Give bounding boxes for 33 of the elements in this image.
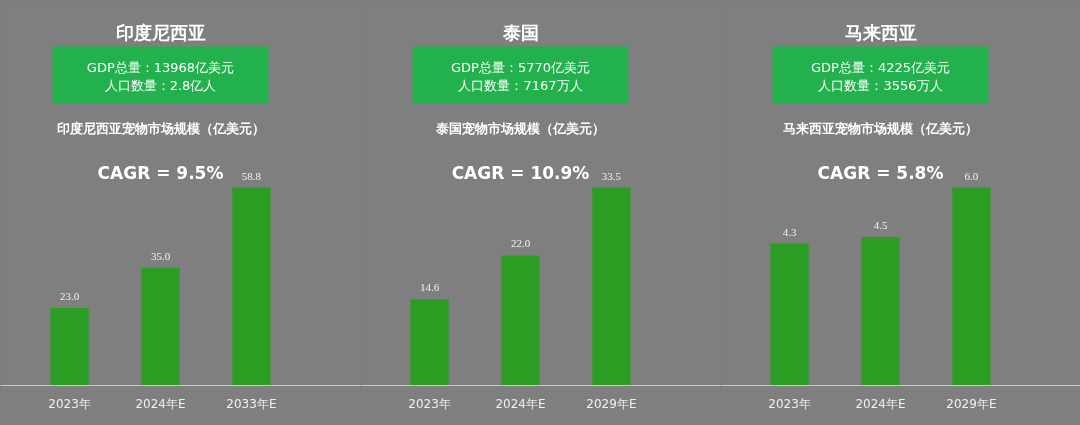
text: CAGR = 5.8% xyxy=(817,162,944,183)
text: 人口数量：7167万人 xyxy=(458,78,583,93)
chart-title: 印度尼西亚 xyxy=(115,22,206,43)
data-label: 14.6 xyxy=(419,281,440,294)
data-label: 35.0 xyxy=(150,249,171,262)
data-label: 6.0 xyxy=(964,169,979,182)
data-label: 22.0 xyxy=(510,237,531,250)
data-label: 4.5 xyxy=(873,219,888,231)
x-tick-label: 2023年 xyxy=(768,396,811,411)
x-tick-label: 2029年E xyxy=(946,396,997,411)
text: CAGR = 10.9% xyxy=(451,162,590,183)
text: CAGR = 9.5% xyxy=(97,162,224,183)
x-tick-label: 2024年E xyxy=(855,396,906,411)
data-label: 58.8 xyxy=(241,169,262,182)
text: GDP总量：13968亿美元 xyxy=(86,60,235,75)
x-tick-label: 2023年 xyxy=(48,396,91,411)
chart-subtitle: 马来西亚宠物市场规模（亿美元） xyxy=(783,121,978,136)
x-tick-label: 2029年E xyxy=(586,396,637,411)
text: GDP总量：4225亿美元 xyxy=(811,60,951,75)
x-tick-label: 2023年 xyxy=(408,396,451,411)
data-label: 23.0 xyxy=(59,290,80,303)
text: 人口数量：3556万人 xyxy=(818,78,943,93)
x-tick-label: 2033年E xyxy=(226,396,277,411)
text: GDP总量：5770亿美元 xyxy=(451,60,591,75)
data-label: 33.5 xyxy=(601,169,622,182)
data-label: 4.3 xyxy=(782,225,797,238)
chart-subtitle: 印度尼西亚宠物市场规模（亿美元） xyxy=(56,121,265,136)
x-tick-label: 2024年E xyxy=(495,396,546,411)
x-tick-label: 2024年E xyxy=(135,396,186,411)
text: 人口数量：2.8亿人 xyxy=(104,78,217,93)
chart-title: 马来西亚 xyxy=(844,22,917,43)
chart-subtitle: 泰国宠物市场规模（亿美元） xyxy=(435,121,605,136)
chart-title: 泰国 xyxy=(501,22,539,43)
